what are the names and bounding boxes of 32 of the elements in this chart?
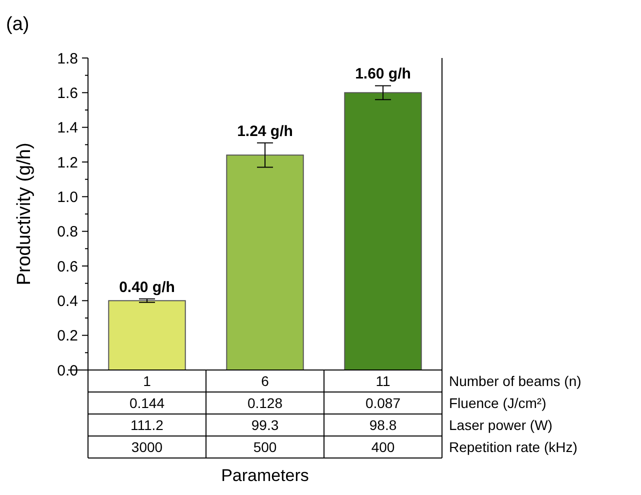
x-tick-label: 1 [143, 372, 152, 389]
y-tick-label: 0.6 [57, 258, 78, 276]
y-tick-label: 1.0 [57, 188, 78, 206]
text: 0.087 [365, 394, 401, 411]
x-tick-label: 6 [261, 372, 270, 389]
y-axis-title: Productivity (g/h) [14, 142, 35, 286]
x-axis-title: Parameters [221, 466, 309, 485]
text: 0.144 [129, 394, 165, 411]
chart-title: (a) [6, 14, 30, 35]
text: Laser power (W) [449, 416, 552, 433]
text: 3000 [131, 438, 163, 455]
data-label: 1.24 g/h [237, 122, 293, 140]
y-tick-label: 0.0 [57, 362, 78, 380]
text: Fluence (J/cm²) [449, 394, 546, 411]
y-tick-label: 1.8 [57, 50, 78, 68]
text: Repetition rate (kHz) [449, 438, 578, 455]
text: Number of beams (n) [449, 372, 582, 389]
text: 500 [253, 438, 277, 455]
y-tick-label: 1.6 [57, 84, 78, 102]
y-tick-label: 1.4 [57, 120, 78, 137]
text: 98.8 [369, 416, 397, 433]
x-tick-label: 11 [376, 372, 390, 389]
data-label: 1.60 g/h [355, 66, 411, 83]
y-tick-label: 0.8 [57, 224, 78, 241]
text: 0.128 [247, 394, 283, 411]
y-tick-label: 0.2 [57, 328, 78, 345]
y-tick-label: 1.2 [57, 154, 78, 172]
y-tick-label: 0.4 [57, 292, 78, 310]
text: 99.3 [251, 416, 279, 433]
text: 400 [371, 438, 395, 455]
data-label: 0.40 g/h [119, 278, 175, 296]
text: 111.2 [130, 416, 164, 433]
